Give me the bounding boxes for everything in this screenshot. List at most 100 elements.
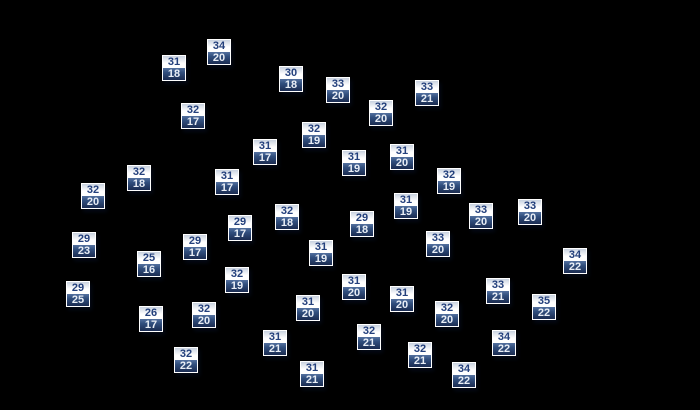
low-temp: 21 <box>358 337 380 349</box>
low-temp: 20 <box>327 90 349 102</box>
temp-marker[interactable]: 31 19 <box>394 193 418 219</box>
temp-marker[interactable]: 33 20 <box>326 77 350 103</box>
temp-marker[interactable]: 31 17 <box>215 169 239 195</box>
temp-marker[interactable]: 35 22 <box>532 294 556 320</box>
high-temp: 32 <box>182 104 204 116</box>
low-temp: 17 <box>184 247 206 259</box>
temp-marker[interactable]: 33 21 <box>415 80 439 106</box>
temp-marker[interactable]: 32 20 <box>435 301 459 327</box>
temp-marker[interactable]: 29 18 <box>350 211 374 237</box>
low-temp: 20 <box>519 212 541 224</box>
temp-marker[interactable]: 29 17 <box>183 234 207 260</box>
high-temp: 33 <box>416 81 438 93</box>
low-temp: 22 <box>564 261 586 273</box>
high-temp: 32 <box>358 325 380 337</box>
temp-marker[interactable]: 32 19 <box>225 267 249 293</box>
high-temp: 34 <box>453 363 475 375</box>
low-temp: 22 <box>453 375 475 387</box>
high-temp: 34 <box>564 249 586 261</box>
temp-marker[interactable]: 31 20 <box>296 295 320 321</box>
low-temp: 21 <box>416 93 438 105</box>
low-temp: 20 <box>470 216 492 228</box>
high-temp: 34 <box>208 40 230 52</box>
temp-marker[interactable]: 31 21 <box>300 361 324 387</box>
temp-marker[interactable]: 32 20 <box>192 302 216 328</box>
high-temp: 32 <box>436 302 458 314</box>
low-temp: 21 <box>487 291 509 303</box>
high-temp: 32 <box>175 348 197 360</box>
low-temp: 20 <box>343 287 365 299</box>
temp-marker[interactable]: 33 20 <box>426 231 450 257</box>
temp-marker[interactable]: 30 18 <box>279 66 303 92</box>
temp-marker[interactable]: 32 17 <box>181 103 205 129</box>
high-temp: 32 <box>438 169 460 181</box>
high-temp: 35 <box>533 295 555 307</box>
high-temp: 33 <box>327 78 349 90</box>
low-temp: 20 <box>82 196 104 208</box>
temp-marker[interactable]: 32 21 <box>408 342 432 368</box>
low-temp: 20 <box>391 157 413 169</box>
temp-marker[interactable]: 32 19 <box>437 168 461 194</box>
temp-marker[interactable]: 32 18 <box>275 204 299 230</box>
temp-marker[interactable]: 34 22 <box>563 248 587 274</box>
high-temp: 29 <box>184 235 206 247</box>
temp-marker[interactable]: 34 20 <box>207 39 231 65</box>
temp-marker[interactable]: 34 22 <box>492 330 516 356</box>
temp-marker[interactable]: 31 17 <box>253 139 277 165</box>
high-temp: 32 <box>370 101 392 113</box>
low-temp: 23 <box>73 245 95 257</box>
low-temp: 22 <box>533 307 555 319</box>
temp-marker[interactable]: 32 19 <box>302 122 326 148</box>
temp-marker[interactable]: 33 20 <box>469 203 493 229</box>
temp-marker[interactable]: 29 17 <box>228 215 252 241</box>
temp-marker[interactable]: 29 23 <box>72 232 96 258</box>
temp-marker[interactable]: 31 18 <box>162 55 186 81</box>
low-temp: 20 <box>427 244 449 256</box>
low-temp: 19 <box>395 206 417 218</box>
temp-marker[interactable]: 31 19 <box>342 150 366 176</box>
low-temp: 20 <box>193 315 215 327</box>
low-temp: 20 <box>297 308 319 320</box>
high-temp: 31 <box>343 151 365 163</box>
low-temp: 17 <box>229 228 251 240</box>
temp-marker[interactable]: 26 17 <box>139 306 163 332</box>
low-temp: 18 <box>280 79 302 91</box>
temp-marker[interactable]: 32 18 <box>127 165 151 191</box>
temp-marker[interactable]: 32 22 <box>174 347 198 373</box>
high-temp: 31 <box>297 296 319 308</box>
high-temp: 33 <box>427 232 449 244</box>
temp-marker[interactable]: 31 20 <box>390 144 414 170</box>
high-temp: 31 <box>163 56 185 68</box>
high-temp: 32 <box>82 184 104 196</box>
low-temp: 22 <box>175 360 197 372</box>
temp-marker[interactable]: 34 22 <box>452 362 476 388</box>
low-temp: 18 <box>128 178 150 190</box>
high-temp: 25 <box>138 252 160 264</box>
temp-marker[interactable]: 31 21 <box>263 330 287 356</box>
high-temp: 34 <box>493 331 515 343</box>
temp-marker[interactable]: 33 20 <box>518 199 542 225</box>
low-temp: 19 <box>226 280 248 292</box>
temp-marker[interactable]: 31 20 <box>390 286 414 312</box>
high-temp: 29 <box>67 282 89 294</box>
temp-marker[interactable]: 32 20 <box>369 100 393 126</box>
temp-marker[interactable]: 33 21 <box>486 278 510 304</box>
low-temp: 17 <box>216 182 238 194</box>
high-temp: 32 <box>128 166 150 178</box>
temp-marker[interactable]: 32 20 <box>81 183 105 209</box>
low-temp: 19 <box>438 181 460 193</box>
low-temp: 21 <box>264 343 286 355</box>
temp-marker[interactable]: 31 20 <box>342 274 366 300</box>
low-temp: 17 <box>182 116 204 128</box>
temp-marker[interactable]: 29 25 <box>66 281 90 307</box>
high-temp: 31 <box>301 362 323 374</box>
low-temp: 21 <box>409 355 431 367</box>
high-temp: 32 <box>303 123 325 135</box>
temp-marker[interactable]: 31 19 <box>309 240 333 266</box>
low-temp: 20 <box>391 299 413 311</box>
temp-marker[interactable]: 25 16 <box>137 251 161 277</box>
low-temp: 20 <box>436 314 458 326</box>
temp-marker[interactable]: 32 21 <box>357 324 381 350</box>
